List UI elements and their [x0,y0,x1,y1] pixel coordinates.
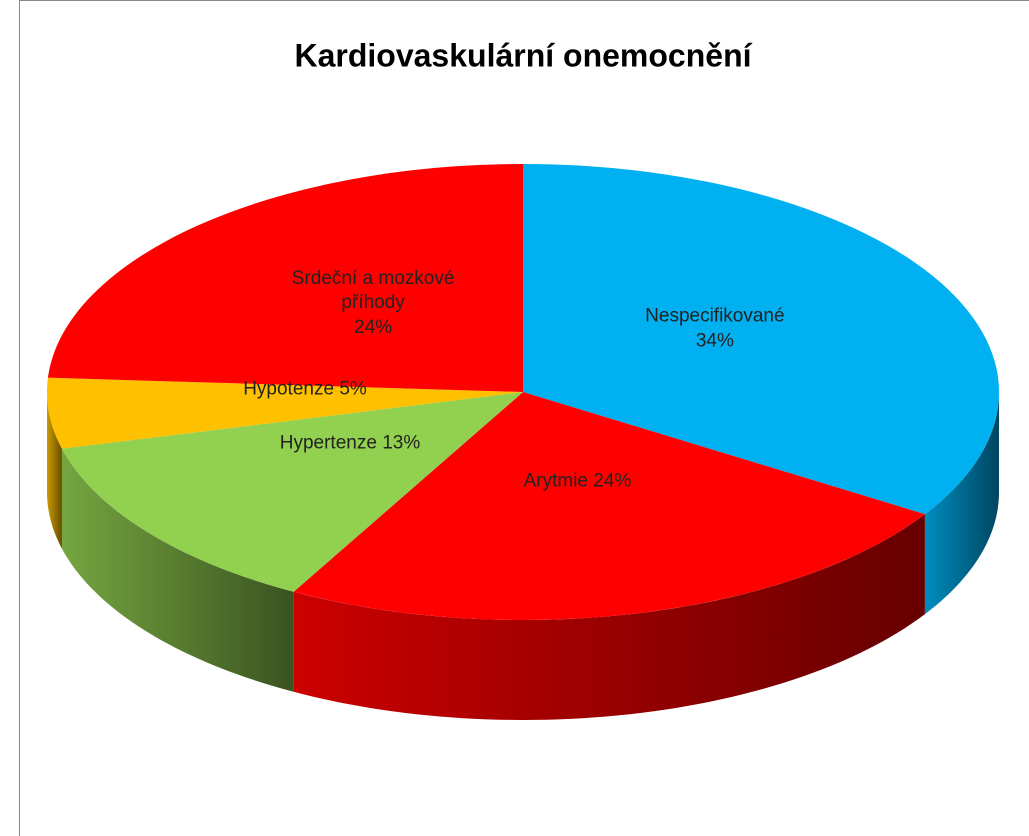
slice-value: 24% [354,316,393,338]
slice-value: 13% [382,432,421,454]
slice [523,164,999,515]
slice [47,377,523,449]
data-label: Hypertenze 13% [280,432,420,457]
slice-name: Arytmie [523,470,588,492]
data-label: Arytmie 24% [524,469,632,494]
slice [61,392,524,592]
slice-side [924,392,999,615]
slice-name: Nespecifikované [645,305,785,327]
slice-side [47,392,62,549]
slice-value: 34% [695,330,734,352]
slice-side [293,514,925,720]
chart-title: Kardiovaskulární onemocnění [294,37,752,73]
data-label: Nespecifikované 34% [627,305,802,354]
slice-side [61,448,294,692]
slice [293,392,925,620]
slice-name: Hypertenze [279,432,377,454]
data-label: Srdeční a mozkové příhody 24% [286,267,461,341]
data-label: Hypotenze 5% [243,378,367,403]
slice-name: Hypotenze [243,378,335,400]
slice-value: 5% [339,378,367,400]
slice-value: 24% [593,470,632,492]
slice-name: Srdeční a mozkové příhody [291,267,455,314]
slice [47,164,524,392]
